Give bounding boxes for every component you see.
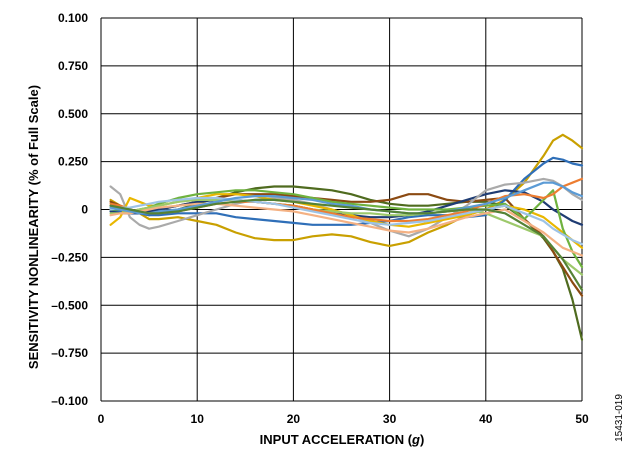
x-axis-title-prefix: INPUT ACCELERATION ( <box>260 432 413 447</box>
series-line-1 <box>109 133 584 247</box>
series-line-8 <box>109 189 584 269</box>
x-tick-label: 30 <box>383 412 397 426</box>
series-line-9 <box>109 198 584 276</box>
series-group <box>109 133 584 341</box>
x-axis-title: INPUT ACCELERATION (g) <box>260 432 425 447</box>
x-axis-title-suffix: ) <box>420 432 424 447</box>
y-tick-label: –0.250 <box>51 250 88 264</box>
y-tick-label: –0.500 <box>51 298 88 312</box>
x-tick-label: 50 <box>575 412 589 426</box>
series-line-11 <box>109 202 584 257</box>
y-tick-label: 0.250 <box>58 155 88 169</box>
y-axis-ticks: 0.100 0.750 0.500 0.250 0 –0.250 –0.500 –0.750 –… <box>51 11 88 408</box>
series-line-14 <box>109 198 584 291</box>
x-tick-label: 40 <box>479 412 493 426</box>
y-axis-title: SENSITIVITY NONLINEARITY (% of Full Scal… <box>26 85 41 369</box>
y-tick-label: –0.750 <box>51 346 88 360</box>
series-line-13 <box>109 181 584 215</box>
y-tick-label: 0.750 <box>58 59 88 73</box>
x-tick-label: 10 <box>191 412 205 426</box>
x-tick-label: 20 <box>287 412 301 426</box>
y-tick-label: 0.100 <box>58 11 88 25</box>
y-tick-label: 0 <box>81 203 88 217</box>
y-tick-label: 0.500 <box>58 107 88 121</box>
x-tick-label: 0 <box>98 412 105 426</box>
x-axis-ticks: 0 10 20 30 40 50 <box>98 412 589 426</box>
figure-id: 15431-019 <box>614 394 625 442</box>
series-line-12 <box>109 196 584 246</box>
x-axis-title-variable: g <box>411 432 420 447</box>
series-line-4 <box>109 156 584 226</box>
y-tick-label: –0.100 <box>51 394 88 408</box>
